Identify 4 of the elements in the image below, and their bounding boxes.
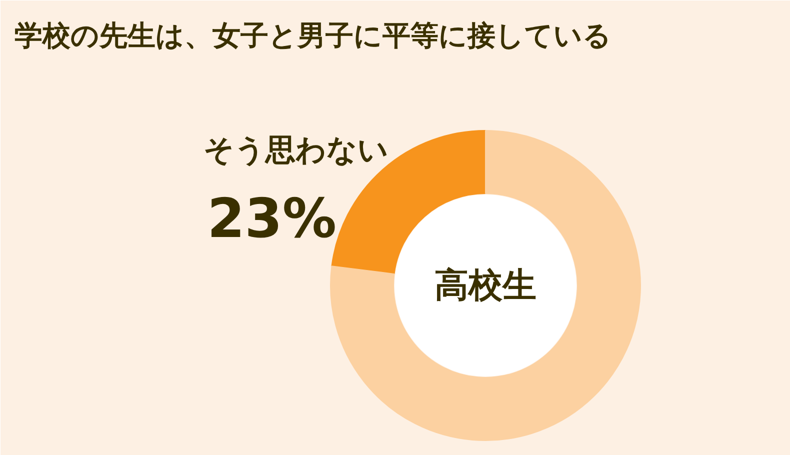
text: 高校生: [434, 266, 536, 306]
chart-title: 学校の先生は、女子と男子に平等に接している: [14, 19, 612, 52]
data-label: 23%: [207, 186, 336, 250]
slice-label: そう思わない: [203, 132, 388, 168]
